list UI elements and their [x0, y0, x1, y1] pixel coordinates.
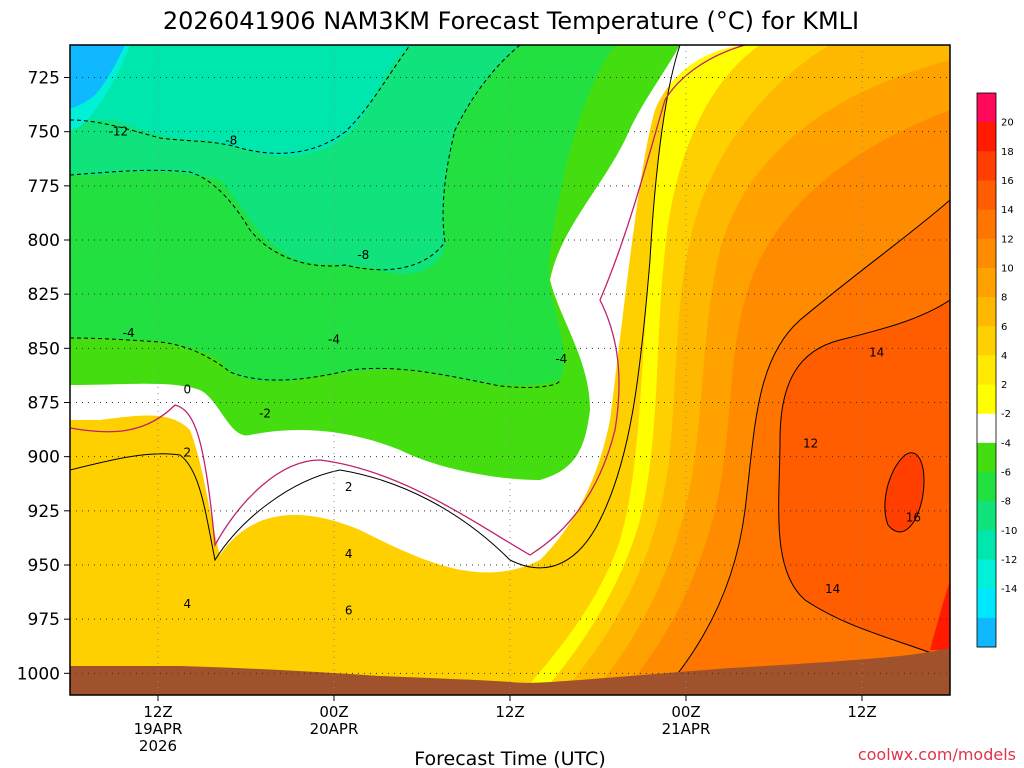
colorbar-segment: [977, 472, 996, 502]
y-tick-label: 750: [28, 123, 60, 143]
y-tick-label: 925: [28, 502, 60, 522]
chart-title: 2026041906 NAM3KM Forecast Temperature (…: [163, 7, 859, 35]
y-axis: 725 750 775 800 825 850 875 900 925 950 975 1000: [17, 69, 70, 684]
colorbar-label: -6: [1001, 468, 1011, 479]
y-tick-label: 800: [28, 231, 60, 251]
band-minus8c: [70, 45, 410, 157]
contour-16c: [884, 452, 925, 533]
colorbar-segment: [977, 297, 996, 327]
contour-label: 0: [184, 383, 192, 397]
x-tick-label: 00Z: [671, 703, 700, 721]
x-tick-label: 00Z: [319, 703, 348, 721]
contour-label: 2: [184, 445, 192, 459]
colorbar-segment: [977, 413, 996, 444]
colorbar-segment: [977, 384, 996, 415]
y-tick-label: 775: [28, 177, 60, 197]
colorbar-label: 16: [1001, 176, 1014, 187]
contour-14c: [778, 299, 950, 661]
plot-area: -12 -8 -8 -4 -4 -4 -2 0 2 2 4 4 6 12 14 14 16: [70, 45, 950, 695]
contour-label: 14: [825, 582, 840, 596]
y-tick-label: 725: [28, 69, 60, 89]
x-tick-label: 20APR: [310, 720, 359, 738]
y-tick-label: 850: [28, 339, 60, 359]
contour-label: 4: [184, 597, 192, 611]
y-tick-label: 900: [28, 448, 60, 468]
colorbar-label: -10: [1001, 526, 1017, 537]
contour-label: -8: [357, 248, 369, 262]
colorbar-label: 20: [1001, 118, 1014, 129]
x-axis-label: Forecast Time (UTC): [414, 748, 605, 768]
colorbar-segment: [977, 588, 996, 619]
y-tick-label: 1000: [17, 664, 60, 684]
colorbar-segment: [977, 122, 996, 152]
y-tick-label: 975: [28, 610, 60, 630]
colorbar-label: 18: [1001, 147, 1014, 158]
band-14c: [778, 300, 950, 660]
colorbar-label: 6: [1001, 322, 1007, 333]
colorbar-segment: [977, 93, 996, 123]
colorbar-label: 4: [1001, 351, 1007, 362]
colorbar-label: -14: [1001, 584, 1017, 595]
x-tick-label: 21APR: [662, 720, 711, 738]
contour-label: 2: [345, 480, 353, 494]
colorbar-label: 10: [1001, 263, 1014, 274]
colorbar-label: -8: [1001, 497, 1011, 508]
colorbar-segment: [977, 617, 996, 648]
terrain: [70, 648, 950, 695]
contour-label: 12: [803, 437, 818, 451]
x-tick-label: 12Z: [143, 703, 172, 721]
x-tick-label: 19APR: [134, 720, 183, 738]
colorbar-label: 12: [1001, 234, 1014, 245]
x-tick-label: 12Z: [847, 703, 876, 721]
contour-label: 6: [345, 604, 353, 618]
contour-label: -4: [328, 333, 340, 347]
contour-label: -12: [109, 125, 129, 139]
colorbar-segment: [977, 530, 996, 561]
band-minus14c: [70, 45, 125, 108]
colorbar-label: -12: [1001, 555, 1017, 566]
colorbar-frame: [976, 92, 997, 648]
colorbar-segment: [977, 151, 996, 181]
contour-2c: [70, 45, 681, 569]
colorbar-segment: [977, 238, 996, 269]
band-18c: [930, 580, 950, 650]
contour-label: 14: [869, 346, 884, 360]
contour-minus6c: [70, 45, 521, 271]
y-tick-label: 950: [28, 556, 60, 576]
x-tick-label: 2026: [139, 737, 177, 755]
contour-label: -2: [259, 406, 271, 420]
contour-0c: [70, 45, 746, 556]
x-tick-label: 12Z: [495, 703, 524, 721]
contour-label: -4: [555, 352, 567, 366]
colorbar-label: 14: [1001, 205, 1014, 216]
colorbar-label: 2: [1001, 380, 1007, 391]
colorbar-segment: [977, 267, 996, 298]
colorbar-segment: [977, 180, 996, 211]
colorbar-segment: [977, 442, 996, 473]
contour-labels: -12 -8 -8 -4 -4 -4 -2 0 2 2 4 4 6 12 14 14 16: [109, 125, 921, 618]
contour-label: -8: [225, 133, 237, 147]
vertical-gridlines: [157, 45, 863, 695]
colorbar: 20 18 16 14 12 10 8 6 4 2 -2 -4 -6 -8 -10 -12 -14: [976, 92, 1017, 648]
colorbar-segment: [977, 559, 996, 590]
credit-text: coolwx.com/models: [858, 745, 1016, 764]
colorbar-segment: [977, 355, 996, 386]
contour-12c: [659, 199, 950, 695]
y-tick-label: 875: [28, 394, 60, 414]
contour-minus8c: [70, 45, 411, 154]
contour-label: 4: [345, 547, 353, 561]
colorbar-segment: [977, 501, 996, 531]
colorbar-label: 8: [1001, 293, 1007, 304]
contour-label: 16: [906, 510, 921, 524]
colorbar-segment: [977, 209, 996, 240]
y-tick-label: 825: [28, 285, 60, 305]
contour-minus4c: [70, 337, 561, 388]
colorbar-label: -2: [1001, 409, 1011, 420]
colorbar-label: -4: [1001, 438, 1011, 449]
contour-label: -4: [123, 326, 135, 340]
band-16c: [884, 452, 925, 532]
colorbar-segment: [977, 326, 996, 356]
